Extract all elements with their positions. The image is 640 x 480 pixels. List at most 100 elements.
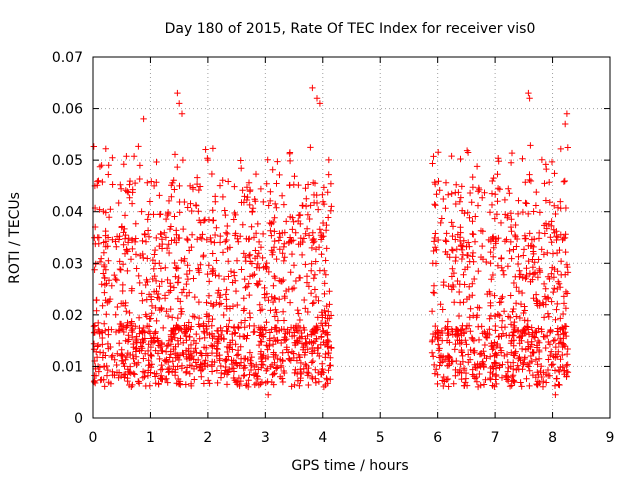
data-point bbox=[486, 326, 493, 333]
data-point bbox=[551, 336, 559, 344]
data-point bbox=[470, 347, 477, 355]
data-point bbox=[219, 193, 227, 201]
data-point bbox=[292, 277, 300, 285]
data-point bbox=[523, 200, 530, 207]
data-point bbox=[93, 297, 100, 304]
x-axis-label: GPS time / hours bbox=[291, 458, 408, 474]
data-point bbox=[296, 382, 303, 389]
data-point bbox=[186, 267, 193, 274]
data-point bbox=[244, 332, 251, 339]
data-point bbox=[462, 337, 469, 344]
data-point bbox=[310, 191, 318, 199]
data-point bbox=[232, 287, 240, 295]
data-point bbox=[445, 191, 452, 198]
data-point bbox=[224, 222, 231, 230]
data-point bbox=[203, 236, 210, 243]
data-point bbox=[246, 201, 253, 209]
data-point bbox=[303, 340, 310, 347]
data-point bbox=[227, 341, 234, 349]
data-point bbox=[217, 291, 224, 299]
data-point bbox=[165, 364, 173, 372]
data-point bbox=[555, 381, 562, 388]
data-point bbox=[268, 220, 275, 228]
data-point bbox=[458, 246, 466, 254]
data-point bbox=[117, 181, 124, 188]
data-point bbox=[246, 273, 254, 280]
data-point bbox=[205, 216, 213, 223]
data-point bbox=[250, 328, 257, 336]
data-point bbox=[310, 179, 317, 186]
data-point bbox=[168, 237, 175, 244]
data-point bbox=[170, 363, 177, 370]
data-point bbox=[209, 302, 217, 310]
data-point bbox=[467, 346, 474, 354]
data-point bbox=[157, 210, 164, 218]
data-point bbox=[112, 311, 119, 318]
data-point bbox=[196, 335, 203, 342]
data-point bbox=[101, 320, 108, 327]
data-point bbox=[436, 345, 443, 352]
data-point bbox=[302, 361, 309, 368]
data-point bbox=[559, 351, 566, 359]
data-point bbox=[216, 351, 223, 359]
data-point bbox=[208, 330, 216, 337]
data-point bbox=[434, 380, 441, 388]
data-point bbox=[92, 372, 100, 379]
data-point bbox=[445, 354, 452, 361]
data-point bbox=[435, 178, 442, 185]
data-point bbox=[449, 232, 456, 240]
data-point bbox=[295, 310, 302, 317]
data-point bbox=[192, 340, 200, 347]
data-point bbox=[487, 353, 494, 360]
data-point bbox=[281, 254, 288, 261]
data-point bbox=[560, 300, 568, 307]
data-point bbox=[548, 270, 555, 277]
data-point bbox=[214, 379, 221, 387]
data-point bbox=[153, 179, 160, 186]
data-point bbox=[324, 315, 331, 322]
data-point bbox=[515, 355, 522, 362]
data-point bbox=[442, 237, 449, 244]
data-point bbox=[278, 192, 286, 199]
data-point bbox=[240, 372, 247, 380]
data-point bbox=[178, 110, 186, 117]
data-point bbox=[280, 201, 288, 208]
data-point bbox=[131, 238, 139, 246]
data-point bbox=[525, 326, 532, 333]
data-point bbox=[551, 202, 558, 209]
data-point bbox=[278, 278, 286, 285]
data-point bbox=[324, 380, 331, 387]
data-point bbox=[174, 264, 182, 272]
data-point bbox=[294, 306, 301, 314]
data-point bbox=[148, 335, 155, 342]
data-point bbox=[103, 372, 111, 379]
data-point bbox=[276, 230, 283, 237]
data-point bbox=[320, 184, 328, 191]
data-point bbox=[456, 288, 463, 296]
data-point bbox=[431, 234, 438, 242]
data-point bbox=[223, 381, 231, 388]
data-point bbox=[263, 367, 270, 374]
data-point bbox=[255, 238, 263, 246]
data-point bbox=[294, 377, 302, 384]
data-point bbox=[225, 258, 232, 265]
data-point bbox=[553, 375, 560, 382]
data-point bbox=[471, 275, 478, 283]
data-point bbox=[536, 209, 544, 216]
data-point bbox=[538, 326, 545, 333]
data-point bbox=[551, 170, 558, 177]
data-point bbox=[174, 89, 181, 97]
data-point bbox=[135, 143, 142, 150]
data-point bbox=[191, 376, 198, 383]
data-point bbox=[516, 267, 523, 274]
data-point bbox=[544, 294, 552, 301]
data-point bbox=[474, 202, 482, 209]
data-point bbox=[320, 200, 328, 208]
data-point bbox=[188, 243, 195, 251]
data-point bbox=[136, 162, 144, 169]
data-point bbox=[501, 323, 509, 331]
data-point bbox=[533, 380, 540, 388]
data-point bbox=[551, 229, 558, 236]
data-point bbox=[281, 369, 288, 377]
data-point bbox=[296, 324, 304, 332]
